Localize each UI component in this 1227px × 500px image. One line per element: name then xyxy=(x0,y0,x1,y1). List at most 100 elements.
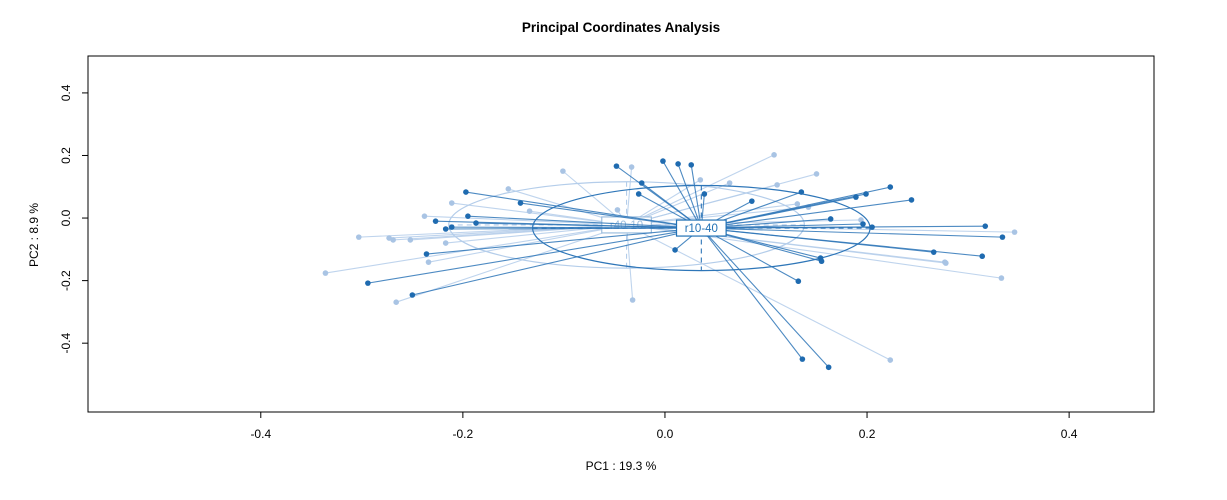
scatter-point xyxy=(393,299,399,305)
x-tick-label: -0.4 xyxy=(250,427,271,441)
y-tick-label: 0.4 xyxy=(59,84,73,101)
spider-line xyxy=(690,164,702,229)
scatter-point xyxy=(473,220,479,226)
x-axis-label: PC1 : 19.3 % xyxy=(585,459,657,473)
y-tick-label: -0.4 xyxy=(59,333,73,354)
spider-line xyxy=(701,227,1003,238)
plot-frame xyxy=(87,55,1155,413)
scatter-point xyxy=(943,260,949,266)
scatter-point xyxy=(979,253,986,260)
spider-line xyxy=(367,227,702,284)
spider-line xyxy=(701,196,857,229)
x-tick-label: -0.2 xyxy=(453,427,474,441)
spider-line xyxy=(428,224,627,263)
x-tick-label: 0.4 xyxy=(1061,427,1078,441)
centroid-label: r10-40 xyxy=(685,223,718,235)
scatter-point xyxy=(442,226,449,232)
spider-line xyxy=(626,154,775,226)
spider-line xyxy=(626,173,817,226)
scatter-point xyxy=(887,357,894,363)
scatter-point xyxy=(863,191,869,197)
scatter-point xyxy=(432,218,439,224)
spider-line xyxy=(626,224,891,361)
spider-line xyxy=(520,202,702,229)
centroid-label-box xyxy=(675,219,727,237)
scatter-point xyxy=(999,234,1006,240)
spider-line xyxy=(426,227,702,255)
scatter-point xyxy=(701,191,708,197)
scatter-point xyxy=(1011,229,1018,235)
spider-line xyxy=(662,160,702,229)
spider-line xyxy=(467,215,702,229)
y-axis-label: PC2 : 8.9 % xyxy=(27,202,41,268)
scatter-point xyxy=(799,356,806,362)
scatter-point xyxy=(726,180,733,186)
scatter-point xyxy=(526,208,533,214)
scatter-point xyxy=(463,189,469,195)
scatter-point xyxy=(517,200,524,206)
scatter-point xyxy=(322,270,329,276)
scatter-point xyxy=(869,224,875,230)
spider-line xyxy=(700,227,803,360)
scatter-point xyxy=(813,171,820,177)
scatter-point xyxy=(982,223,989,229)
scatter-point xyxy=(614,207,621,213)
scatter-point xyxy=(448,200,455,206)
scatter-point xyxy=(749,198,755,204)
spider-line xyxy=(677,163,702,229)
scatter-point xyxy=(794,201,801,207)
y-tick-label: 0.2 xyxy=(59,147,73,164)
scatter-point xyxy=(635,191,642,197)
scatter-point xyxy=(421,213,428,219)
scatter-point xyxy=(505,186,512,192)
scatter-point xyxy=(887,184,894,190)
spider-line xyxy=(700,227,830,368)
scatter-point xyxy=(629,297,636,303)
scatter-point xyxy=(771,152,777,158)
spider-line xyxy=(424,215,627,226)
x-tick-label: 0.0 xyxy=(657,427,674,441)
scatter-point xyxy=(798,189,805,195)
x-tick-label: 0.2 xyxy=(859,427,876,441)
scatter-point xyxy=(423,251,430,257)
scatter-point xyxy=(860,221,866,227)
spider-line xyxy=(412,227,702,296)
spider-line xyxy=(626,224,634,301)
scatter-point xyxy=(560,168,566,174)
scatter-point xyxy=(638,180,645,186)
scatter-point xyxy=(825,364,832,371)
scatter-point xyxy=(448,224,455,230)
spider-line xyxy=(701,227,799,282)
scatter-point xyxy=(827,216,834,222)
scatter-point xyxy=(853,194,859,200)
scatter-point xyxy=(355,234,362,240)
scatter-point xyxy=(697,177,704,183)
scatter-point xyxy=(390,237,396,243)
scatter-point xyxy=(908,197,915,203)
y-tick-label: 0.0 xyxy=(59,209,73,226)
scatter-point xyxy=(442,240,449,246)
scatter-point xyxy=(998,275,1005,281)
scatter-point xyxy=(774,182,780,188)
scatter-point xyxy=(930,249,937,255)
scatter-point xyxy=(613,163,620,169)
scatter-point xyxy=(628,164,635,170)
spider-line xyxy=(465,191,702,229)
scatter-point xyxy=(660,158,666,164)
spider-line xyxy=(475,222,702,229)
scatter-point xyxy=(672,247,678,253)
scatter-point xyxy=(795,278,802,285)
scatter-point xyxy=(675,161,681,167)
scatter-point xyxy=(409,292,416,298)
chart-title: Principal Coordinates Analysis xyxy=(521,20,721,35)
scatter-point xyxy=(465,213,471,219)
y-tick-label: -0.2 xyxy=(59,270,73,291)
scatter-point xyxy=(818,258,825,265)
scatter-point xyxy=(425,259,432,265)
spider-line xyxy=(701,199,912,229)
scatter-point xyxy=(365,280,371,286)
scatter-point xyxy=(407,237,414,243)
scatter-point xyxy=(688,162,695,168)
